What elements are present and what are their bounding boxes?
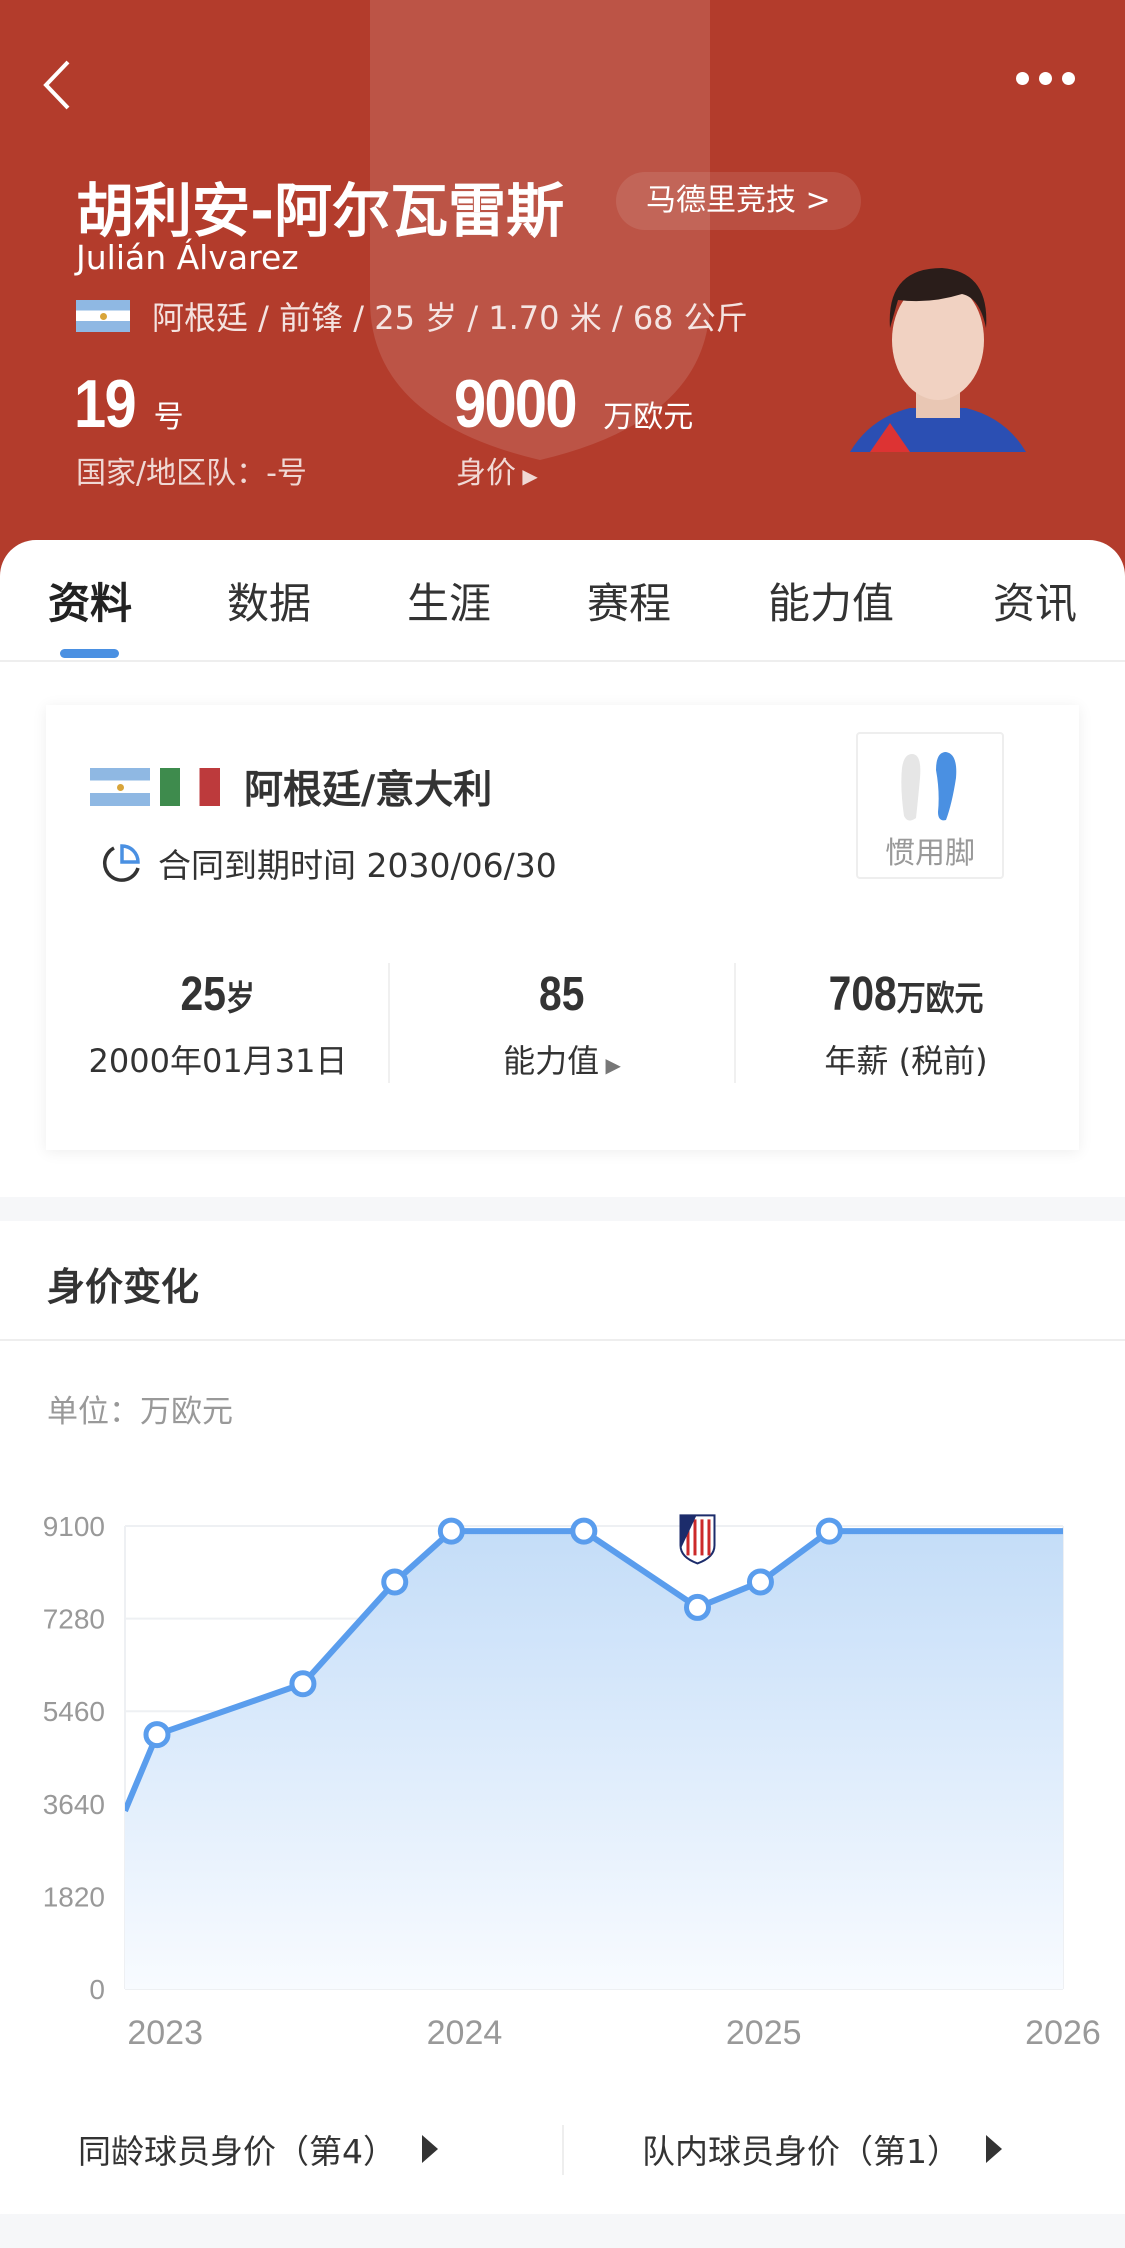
profile-card: 阿根廷/意大利 合同到期时间 2030/06/30 惯用脚 25岁 2000年0…	[46, 705, 1079, 1150]
salary-label: 年薪 (税前)	[824, 1042, 988, 1080]
crest-stripe	[700, 1519, 704, 1556]
crest-stripe	[693, 1519, 697, 1556]
salary-value: 708	[828, 968, 897, 1021]
value-area	[125, 1531, 1063, 1989]
peer-age-ranking-button[interactable]: 同龄球员身价（第4）	[78, 2125, 438, 2173]
market-value-unit: 万欧元	[603, 400, 694, 435]
contract-expiry: 合同到期时间 2030/06/30	[98, 839, 557, 887]
section-title: 身价变化	[47, 1265, 200, 1309]
crest-stripe	[686, 1519, 690, 1556]
data-point	[683, 1593, 711, 1621]
market-value-chart[interactable]: 9100 7280 5460 3640 1820 0 2023 2024 2025 2026	[0, 1480, 1125, 2060]
value-line	[125, 1528, 1063, 1813]
rating-label: 能力值	[503, 1042, 600, 1080]
divider	[734, 963, 736, 1083]
x-tick-label: 2026	[1025, 2014, 1101, 2052]
market-value-link[interactable]: 身价 ▶	[456, 448, 538, 492]
age-stat: 25岁 2000年01月31日	[46, 967, 390, 1082]
play-arrow-icon: ▶	[516, 464, 538, 488]
feet-icon	[901, 752, 957, 821]
data-point	[570, 1517, 598, 1545]
player-info: 阿根廷 / 前锋 / 25 岁 / 1.70 米 / 68 公斤	[76, 293, 748, 339]
italy-flag-icon	[160, 768, 220, 806]
crest-stripe	[707, 1519, 711, 1556]
argentina-flag-icon	[90, 768, 150, 806]
rating-value: 85	[539, 968, 585, 1021]
nationality-text: 阿根廷/意大利	[244, 768, 493, 813]
play-arrow-icon	[422, 2135, 438, 2163]
tab-stats[interactable]: 数据	[226, 579, 312, 628]
nationality: 阿根廷/意大利	[90, 759, 492, 815]
y-tick-label: 7280	[43, 1604, 105, 1635]
birthday: 2000年01月31日	[88, 1042, 348, 1080]
section-separator	[0, 2214, 1125, 2248]
data-point	[437, 1517, 465, 1545]
salary-stat: 708万欧元 年薪 (税前)	[734, 967, 1078, 1082]
y-tick-label: 0	[89, 1974, 105, 2005]
x-tick-label: 2023	[127, 2014, 203, 2052]
data-point	[143, 1721, 171, 1749]
market-value-number: 9000	[454, 366, 577, 442]
divider	[388, 963, 390, 1083]
y-tick-label: 9100	[43, 1511, 105, 1542]
y-tick-label: 1820	[43, 1881, 105, 1912]
market-value: 9000 万欧元	[454, 365, 693, 443]
active-tab-indicator	[60, 649, 119, 658]
tab-news[interactable]: 资讯	[992, 579, 1078, 628]
shirt-number-value: 19	[74, 366, 137, 442]
preferred-foot-label: 惯用脚	[885, 836, 975, 871]
player-name: 胡利安-阿尔瓦雷斯	[76, 177, 565, 245]
tab-career[interactable]: 生涯	[406, 579, 492, 628]
salary-unit: 万欧元	[896, 980, 984, 1018]
team-rank-label: 队内球员身价（第1）	[642, 2132, 960, 2171]
data-point	[381, 1568, 409, 1596]
data-point	[746, 1568, 774, 1596]
national-team-number: 国家/地区队：-号	[76, 456, 307, 491]
unit-label: 单位：万欧元	[47, 1394, 233, 1430]
back-icon[interactable]	[38, 58, 78, 112]
more-icon[interactable]	[1016, 72, 1080, 92]
peer-rank-label: 同龄球员身价（第4）	[78, 2132, 396, 2171]
data-point	[289, 1670, 317, 1698]
shirt-number: 19 号	[74, 365, 184, 443]
player-info-text: 阿根廷 / 前锋 / 25 岁 / 1.70 米 / 68 公斤	[152, 299, 748, 337]
shirt-number-unit: 号	[153, 400, 184, 435]
team-ranking-button[interactable]: 队内球员身价（第1）	[642, 2125, 1002, 2173]
tab-profile[interactable]: 资料	[47, 579, 133, 628]
play-arrow-icon: ▶	[599, 1053, 621, 1077]
tab-bar: 资料 数据 生涯 赛程 能力值 资讯	[0, 540, 1125, 662]
tab-schedule[interactable]: 赛程	[586, 579, 672, 628]
player-name-en: Julián Álvarez	[76, 238, 299, 277]
argentina-flag-icon	[76, 300, 130, 332]
x-tick-label: 2024	[427, 2014, 503, 2052]
divider	[0, 1339, 1125, 1341]
market-value-label: 身价	[456, 456, 516, 491]
contract-text: 合同到期时间 2030/06/30	[158, 846, 557, 885]
pie-clock-icon	[103, 844, 140, 882]
age-unit: 岁	[226, 980, 256, 1018]
rating-stat[interactable]: 85 能力值 ▶	[390, 967, 734, 1082]
y-tick-label: 5460	[43, 1696, 105, 1727]
atletico-madrid-crest-icon	[679, 1514, 716, 1565]
club-crest-watermark	[370, 0, 710, 460]
y-tick-label: 3640	[43, 1789, 105, 1820]
play-arrow-icon	[986, 2135, 1002, 2163]
data-point	[815, 1517, 843, 1545]
player-photo	[850, 268, 1026, 452]
club-link[interactable]: 马德里竞技 >	[616, 172, 861, 230]
player-header: 胡利安-阿尔瓦雷斯 马德里竞技 > Julián Álvarez 阿根廷 / 前…	[0, 0, 1125, 600]
divider	[562, 2125, 564, 2175]
section-separator	[0, 1197, 1125, 1221]
tab-ability[interactable]: 能力值	[767, 579, 895, 628]
age-value: 25	[180, 968, 227, 1021]
x-tick-label: 2025	[726, 2014, 802, 2052]
crest-band	[680, 1515, 697, 1550]
preferred-foot: 惯用脚	[856, 732, 1004, 879]
